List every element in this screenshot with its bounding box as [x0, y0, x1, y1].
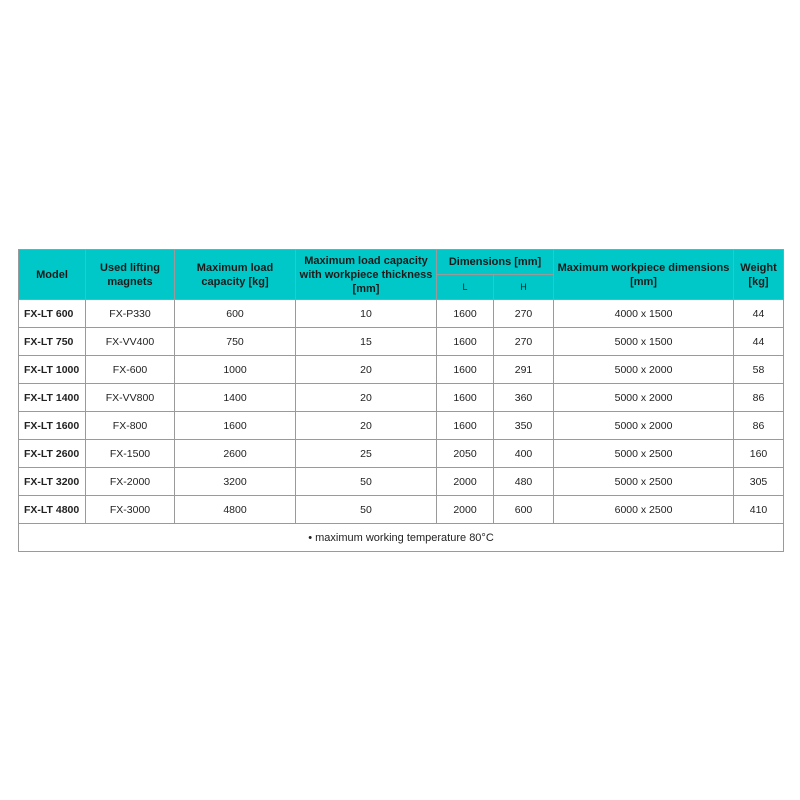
- cell-weight: 58: [733, 355, 785, 384]
- cell-weight: 86: [733, 383, 785, 412]
- cell-magnet: FX-1500: [85, 439, 175, 468]
- header-max-workpiece: Maximum workpiece dimensions [mm]: [553, 249, 735, 300]
- table-row: FX-LT 750 FX-VV400 750 15 1600 270 5000 x 1500…: [18, 327, 785, 356]
- cell-height: 400: [492, 439, 555, 468]
- header-dim-h: H: [492, 274, 555, 300]
- cell-height: 360: [492, 383, 555, 412]
- cell-weight: 160: [733, 439, 785, 468]
- table-row: FX-LT 2600 FX-1500 2600 25 2050 400 5000 x 250…: [18, 439, 785, 468]
- cell-length: 1600: [436, 383, 494, 412]
- cell-height: 270: [492, 327, 555, 356]
- cell-model: FX-LT 750: [18, 327, 86, 356]
- cell-max-load-thickness: 10: [295, 299, 437, 328]
- cell-max-load: 4800: [174, 495, 296, 524]
- cell-max-workpiece: 5000 x 2000: [553, 355, 735, 384]
- cell-weight: 305: [733, 467, 785, 496]
- footer-note: • maximum working temperature 80°C: [17, 523, 785, 552]
- header-dimensions: Dimensions [mm]: [435, 249, 555, 275]
- cell-max-load-thickness: 50: [295, 467, 437, 496]
- cell-max-load-thickness: 15: [295, 327, 437, 356]
- cell-max-load: 1000: [174, 355, 296, 384]
- cell-max-workpiece: 5000 x 2500: [553, 439, 735, 468]
- cell-height: 270: [492, 299, 555, 328]
- cell-max-load-thickness: 20: [295, 411, 437, 440]
- header-model: Model: [18, 249, 86, 300]
- header-max-load: Maximum load capacity [kg]: [174, 249, 296, 300]
- cell-magnet: FX-3000: [85, 495, 175, 524]
- cell-max-workpiece: 5000 x 2500: [553, 467, 735, 496]
- cell-magnet: FX-VV800: [85, 383, 175, 412]
- cell-max-workpiece: 5000 x 1500: [553, 327, 735, 356]
- cell-length: 2000: [436, 495, 494, 524]
- cell-max-load-thickness: 50: [295, 495, 437, 524]
- cell-max-load: 600: [174, 299, 296, 328]
- cell-max-load-thickness: 20: [295, 383, 437, 412]
- table-row: FX-LT 600 FX-P330 600 10 1600 270 4000 x 1500 4…: [18, 299, 785, 328]
- header-max-load-thickness: Maximum load capacity with workpiece thi…: [295, 249, 437, 300]
- table-row: FX-LT 1400 FX-VV800 1400 20 1600 360 5000 x 20…: [18, 383, 785, 412]
- cell-model: FX-LT 1400: [18, 383, 86, 412]
- cell-max-load: 2600: [174, 439, 296, 468]
- cell-magnet: FX-800: [85, 411, 175, 440]
- cell-weight: 86: [733, 411, 785, 440]
- cell-model: FX-LT 3200: [18, 467, 86, 496]
- cell-magnet: FX-2000: [85, 467, 175, 496]
- cell-height: 350: [492, 411, 555, 440]
- cell-length: 1600: [436, 299, 494, 328]
- cell-max-load-thickness: 25: [295, 439, 437, 468]
- cell-length: 1600: [436, 355, 494, 384]
- cell-height: 480: [492, 467, 555, 496]
- cell-model: FX-LT 2600: [18, 439, 86, 468]
- specifications-table: Model Used lifting magnets Maximum load …: [17, 249, 785, 552]
- cell-max-load: 750: [174, 327, 296, 356]
- header-weight: Weight [kg]: [733, 249, 785, 300]
- cell-max-load-thickness: 20: [295, 355, 437, 384]
- cell-length: 1600: [436, 411, 494, 440]
- table-row: FX-LT 4800 FX-3000 4800 50 2000 600 6000 x 250…: [18, 495, 785, 524]
- cell-magnet: FX-P330: [85, 299, 175, 328]
- table-row: FX-LT 3200 FX-2000 3200 50 2000 480 5000 x 250…: [18, 467, 785, 496]
- cell-model: FX-LT 1600: [18, 411, 86, 440]
- cell-max-load: 1400: [174, 383, 296, 412]
- cell-height: 291: [492, 355, 555, 384]
- cell-max-load: 1600: [174, 411, 296, 440]
- cell-weight: 410: [733, 495, 785, 524]
- cell-magnet: FX-600: [85, 355, 175, 384]
- cell-max-workpiece: 5000 x 2000: [553, 411, 735, 440]
- cell-length: 2050: [436, 439, 494, 468]
- cell-model: FX-LT 1000: [18, 355, 86, 384]
- cell-model: FX-LT 4800: [18, 495, 86, 524]
- cell-magnet: FX-VV400: [85, 327, 175, 356]
- cell-max-workpiece: 5000 x 2000: [553, 383, 735, 412]
- header-dim-l: L: [436, 274, 494, 300]
- cell-model: FX-LT 600: [18, 299, 86, 328]
- table-row: FX-LT 1000 FX-600 1000 20 1600 291 5000 x 2000…: [18, 355, 785, 384]
- cell-weight: 44: [733, 327, 785, 356]
- cell-max-workpiece: 4000 x 1500: [553, 299, 735, 328]
- cell-max-load: 3200: [174, 467, 296, 496]
- header-magnets: Used lifting magnets: [85, 249, 175, 300]
- table-row: FX-LT 1600 FX-800 1600 20 1600 350 5000 x 2000…: [18, 411, 785, 440]
- cell-weight: 44: [733, 299, 785, 328]
- cell-length: 2000: [436, 467, 494, 496]
- cell-height: 600: [492, 495, 555, 524]
- cell-max-workpiece: 6000 x 2500: [553, 495, 735, 524]
- cell-length: 1600: [436, 327, 494, 356]
